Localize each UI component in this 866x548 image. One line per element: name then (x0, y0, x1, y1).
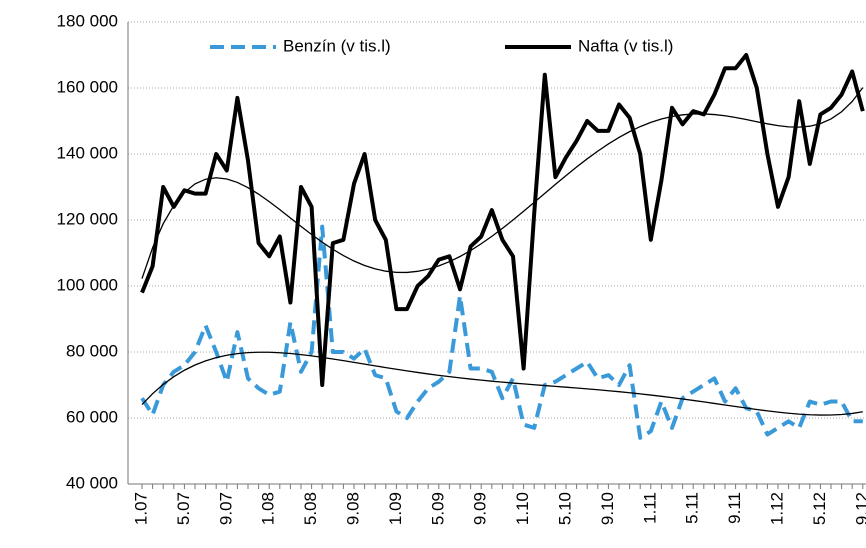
x-tick-label: 9.11 (725, 492, 744, 524)
y-tick-label: 60 000 (66, 407, 118, 426)
trend-line (141, 87, 864, 279)
x-tick-label: 5.08 (301, 492, 320, 525)
series-line (140, 53, 865, 387)
legend-label: Nafta (v tis.l) (578, 36, 673, 55)
x-tick-label: 9.12 (852, 492, 866, 525)
y-tick-label: 40 000 (66, 473, 118, 492)
y-tick-label: 160 000 (57, 77, 118, 96)
x-tick-label: 9.09 (471, 492, 490, 525)
x-tick-label: 5.12 (810, 492, 829, 525)
x-tick-label: 1.11 (640, 492, 659, 524)
trend-line (141, 351, 863, 416)
x-tick-label: 1.09 (386, 492, 405, 525)
y-tick-label: 180 000 (57, 11, 118, 30)
y-tick-label: 140 000 (57, 143, 118, 162)
x-tick-label: 1.12 (767, 492, 786, 525)
x-tick-label: 5.11 (683, 492, 702, 524)
x-tick-label: 1.07 (131, 492, 150, 525)
x-tick-label: 5.07 (174, 492, 193, 525)
y-tick-label: 80 000 (66, 341, 118, 360)
y-tick-label: 120 000 (57, 209, 118, 228)
y-tick-label: 100 000 (57, 275, 118, 294)
x-tick-label: 5.09 (428, 492, 447, 525)
x-tick-label: 1.08 (259, 492, 278, 525)
series-line (140, 224, 863, 440)
x-tick-label: 9.07 (216, 492, 235, 525)
x-tick-label: 1.10 (513, 492, 532, 525)
x-tick-label: 9.08 (343, 492, 362, 525)
legend-label: Benzín (v tis.l) (283, 36, 391, 55)
x-tick-label: 9.10 (598, 492, 617, 525)
x-tick-label: 5.10 (555, 492, 574, 525)
